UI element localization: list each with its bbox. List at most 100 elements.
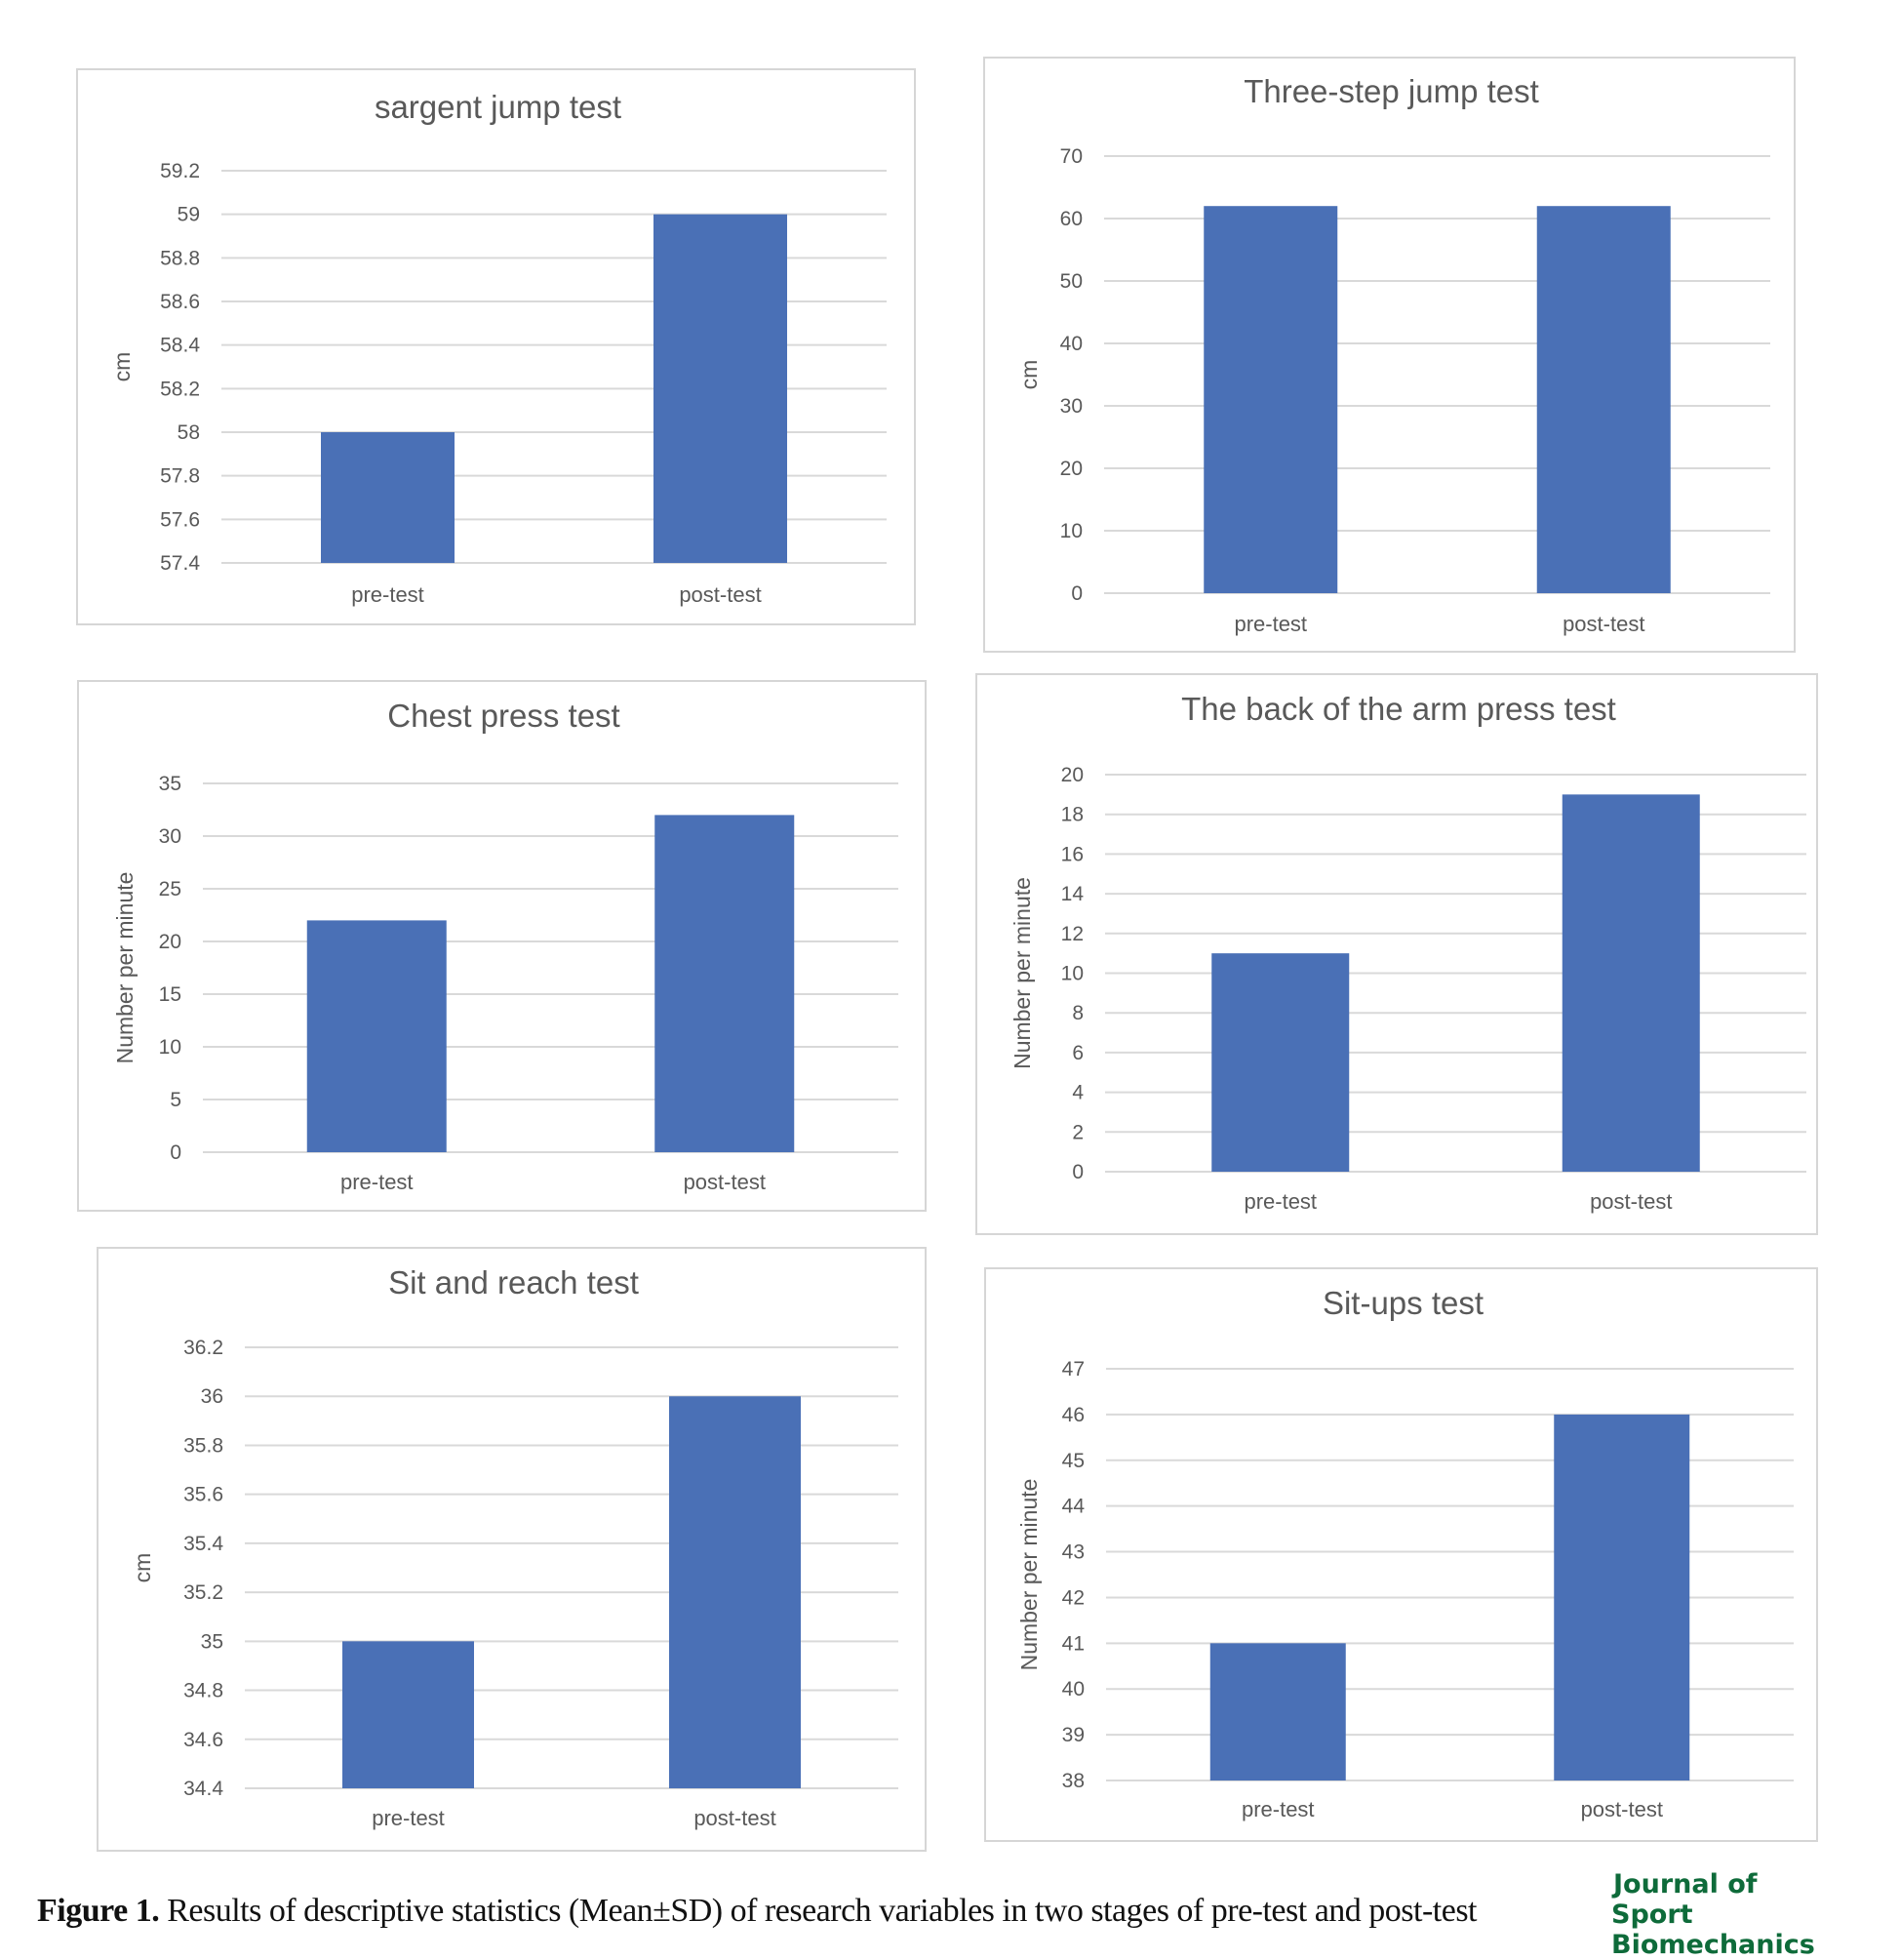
y-tick-label: 10 [1061,963,1084,985]
y-tick-label: 44 [1062,1496,1086,1518]
y-tick-label: 35.4 [183,1533,223,1555]
x-category-label: pre-test [372,1806,445,1830]
y-tick-label: 58.4 [160,335,200,357]
chart-panel-sargent-jump: sargent jump test 57.4 57.6 57.8 58 58.2 58.4 5… [76,68,916,625]
y-tick-label: 35.2 [183,1581,223,1604]
chart-panel-sit-and-reach: Sit and reach test 34.4 34.6 34.8 35 35.2 35.4… [97,1247,927,1852]
chart-svg: Sit-ups test 38 39 40 41 42 43 44 45 46 47 Number p… [1016,1285,1794,1821]
chart-panel-chest-press: Chest press test 0 5 10 15 20 25 30 35 Number per… [77,680,927,1212]
y-tick-label: 57.8 [160,465,200,488]
figure-caption-label: Figure 1. [37,1893,160,1929]
y-tick-label: 58.6 [160,291,200,313]
x-category-label: post-test [693,1806,775,1830]
chart-svg: Sit and reach test 34.4 34.6 34.8 35 35.2 35.4… [130,1264,898,1830]
y-tick-label: 35.6 [183,1484,223,1506]
y-tick-label: 46 [1062,1404,1085,1426]
chart-svg: The back of the arm press test 0 2 4 6 8 10 12 1… [1009,691,1806,1214]
y-tick-label: 58.2 [160,378,200,400]
y-tick-label: 59.2 [160,160,200,182]
y-tick-label: 10 [159,1036,181,1059]
y-tick-label: 42 [1062,1586,1085,1609]
y-tick-label: 12 [1061,923,1084,945]
y-tick-label: 15 [159,983,181,1006]
y-tick-label: 70 [1060,145,1083,168]
y-tick-label: 41 [1062,1632,1085,1655]
y-tick-label: 16 [1061,843,1084,865]
bar-pre-test [321,432,455,563]
chart-title: Sit and reach test [388,1264,639,1300]
bar-pre-test [1209,1643,1346,1780]
x-category-label: pre-test [1244,1189,1317,1214]
y-tick-label: 25 [159,878,181,900]
bar-post-test [1562,794,1700,1172]
x-category-label: pre-test [1242,1797,1315,1821]
y-tick-label: 14 [1061,883,1085,905]
y-tick-label: 40 [1060,333,1083,355]
x-category-label: post-test [1590,1189,1672,1214]
figure-caption: Figure 1. Results of descriptive statist… [37,1893,1477,1930]
chart-svg: Three-step jump test 0 10 20 30 40 50 60 70 cm pre… [1016,73,1770,636]
x-category-label: pre-test [340,1170,414,1194]
y-tick-label: 43 [1062,1541,1085,1564]
y-tick-label: 0 [170,1141,181,1164]
y-axis-label: Number per minute [1009,877,1035,1069]
y-tick-label: 36 [201,1385,223,1408]
y-tick-label: 0 [1072,1161,1084,1183]
y-tick-label: 57.6 [160,508,200,531]
y-tick-label: 20 [1061,764,1084,786]
y-tick-label: 58.8 [160,247,200,269]
y-tick-label: 6 [1072,1042,1084,1064]
y-tick-label: 45 [1062,1450,1085,1472]
y-tick-label: 38 [1062,1770,1085,1792]
chart-panel-three-step-jump: Three-step jump test 0 10 20 30 40 50 60 70 cm pre… [983,57,1796,653]
y-tick-label: 2 [1072,1121,1084,1143]
y-tick-label: 34.4 [183,1778,223,1800]
x-category-label: pre-test [1234,612,1307,636]
y-tick-label: 35 [159,773,181,795]
y-axis-label: cm [1016,360,1042,390]
y-tick-label: 8 [1072,1002,1084,1024]
y-tick-label: 4 [1072,1082,1084,1104]
bar-post-test [1554,1414,1690,1780]
y-axis-label: cm [109,352,135,382]
y-tick-label: 59 [178,204,200,226]
chart-title: Sit-ups test [1323,1285,1484,1321]
y-axis-label: cm [130,1553,155,1583]
y-tick-label: 50 [1060,270,1083,293]
bar-pre-test [1204,206,1338,593]
y-tick-label: 47 [1062,1358,1085,1380]
chart-svg: sargent jump test 57.4 57.6 57.8 58 58.2 58.4 5… [109,89,887,607]
bar-post-test [653,214,787,563]
x-category-label: post-test [679,582,761,607]
chart-title: Three-step jump test [1244,73,1539,109]
y-tick-label: 60 [1060,208,1083,230]
y-tick-label: 35 [201,1630,223,1653]
y-axis-label: Number per minute [1016,1479,1042,1671]
chart-title: The back of the arm press test [1181,691,1616,727]
y-tick-label: 0 [1071,582,1083,605]
figure-caption-text: Results of descriptive statistics (Mean±… [159,1893,1477,1929]
chart-panel-back-arm-press: The back of the arm press test 0 2 4 6 8 10 12 1… [975,673,1818,1235]
bar-post-test [669,1396,801,1788]
y-tick-label: 20 [159,931,181,953]
y-tick-label: 34.6 [183,1729,223,1751]
y-tick-label: 35.8 [183,1434,223,1457]
y-tick-label: 36.2 [183,1337,223,1359]
chart-title: Chest press test [387,698,619,734]
chart-svg: Chest press test 0 5 10 15 20 25 30 35 Number per… [112,698,898,1194]
y-axis-label: Number per minute [112,872,138,1064]
y-tick-label: 30 [1060,395,1083,418]
y-tick-label: 20 [1060,458,1083,480]
logo-line-1: Journal of [1613,1869,1758,1900]
y-tick-label: 34.8 [183,1680,223,1702]
bar-post-test [654,815,795,1152]
journal-logo: Journal of Sport Biomechanics [1611,1869,1894,1960]
chart-title: sargent jump test [375,89,621,125]
y-tick-label: 39 [1062,1724,1085,1746]
y-tick-label: 30 [159,825,181,848]
x-category-label: post-test [684,1170,766,1194]
x-category-label: post-test [1581,1797,1663,1821]
y-tick-label: 40 [1062,1678,1085,1700]
y-tick-label: 18 [1061,804,1084,826]
bar-pre-test [342,1641,474,1788]
